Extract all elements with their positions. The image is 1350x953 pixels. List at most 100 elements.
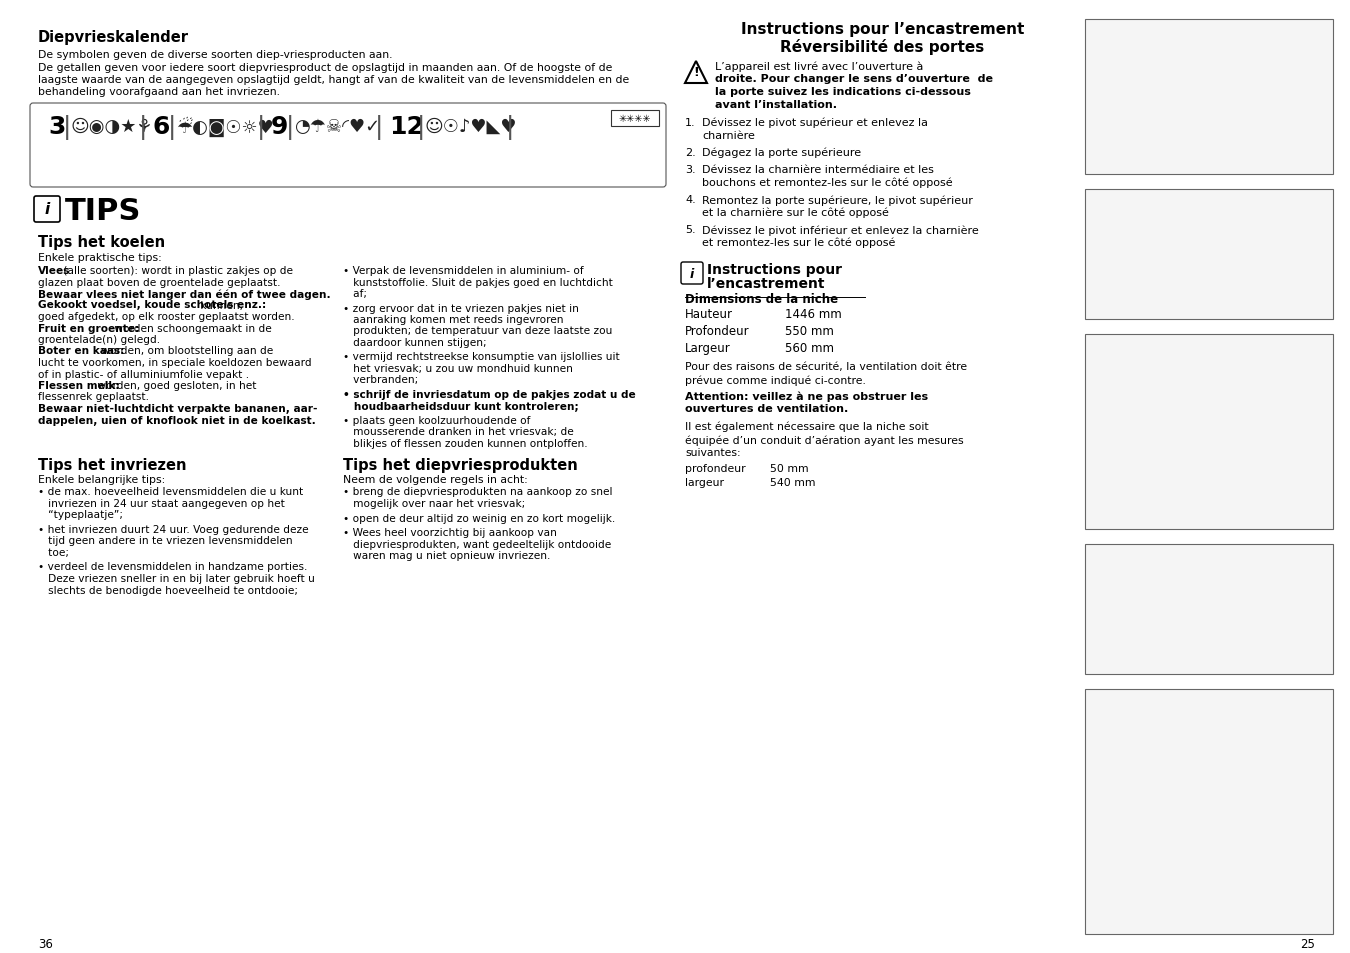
Text: tijd geen andere in te vriezen levensmiddelen: tijd geen andere in te vriezen levensmid… xyxy=(38,536,293,546)
Text: glazen plaat boven de groentelade geplaatst.: glazen plaat boven de groentelade geplaa… xyxy=(38,277,281,287)
Text: “typeplaatje”;: “typeplaatje”; xyxy=(38,510,123,520)
Text: waren mag u niet opnieuw invriezen.: waren mag u niet opnieuw invriezen. xyxy=(343,551,551,560)
Text: Diepvrieskalender: Diepvrieskalender xyxy=(38,30,189,45)
Text: 6: 6 xyxy=(153,115,170,139)
Text: prévue comme indiqué ci-contre.: prévue comme indiqué ci-contre. xyxy=(684,375,865,385)
Text: !: ! xyxy=(693,67,699,79)
Bar xyxy=(1085,335,1332,530)
Text: verbranden;: verbranden; xyxy=(343,375,418,385)
Text: houdbaarheidsduur kunt kontroleren;: houdbaarheidsduur kunt kontroleren; xyxy=(343,401,579,411)
Text: TIPS: TIPS xyxy=(65,196,142,226)
Text: droite. Pour changer le sens d’ouverture  de: droite. Pour changer le sens d’ouverture… xyxy=(716,74,994,84)
Text: |: | xyxy=(506,114,514,139)
Text: 25: 25 xyxy=(1300,937,1315,950)
Text: kunnen,: kunnen, xyxy=(197,300,243,310)
Text: 5.: 5. xyxy=(684,225,695,234)
Text: 3.: 3. xyxy=(684,165,695,174)
Text: 3: 3 xyxy=(49,115,65,139)
Text: Hauteur: Hauteur xyxy=(684,308,733,320)
FancyBboxPatch shape xyxy=(680,263,703,285)
Text: dappelen, uien of knoflook niet in de koelkast.: dappelen, uien of knoflook niet in de ko… xyxy=(38,416,316,425)
Text: • Wees heel voorzichtig bij aankoop van: • Wees heel voorzichtig bij aankoop van xyxy=(343,527,556,537)
Text: 550 mm: 550 mm xyxy=(784,325,834,337)
Text: |: | xyxy=(417,114,425,139)
Text: 2.: 2. xyxy=(684,148,695,158)
Text: lucht te voorkomen, in speciale koeldozen bewaard: lucht te voorkomen, in speciale koeldoze… xyxy=(38,357,312,368)
Text: Dévissez le pivot supérieur et enlevez la: Dévissez le pivot supérieur et enlevez l… xyxy=(702,118,927,129)
Text: 1.: 1. xyxy=(684,118,695,128)
Text: mousserende dranken in het vriesvak; de: mousserende dranken in het vriesvak; de xyxy=(343,427,574,437)
Text: • zorg ervoor dat in te vriezen pakjes niet in: • zorg ervoor dat in te vriezen pakjes n… xyxy=(343,303,579,314)
Text: i: i xyxy=(690,267,694,280)
Bar xyxy=(1085,20,1332,174)
Text: ouvertures de ventilation.: ouvertures de ventilation. xyxy=(684,403,848,414)
Text: mogelijk over naar het vriesvak;: mogelijk over naar het vriesvak; xyxy=(343,498,525,509)
Text: 50 mm: 50 mm xyxy=(769,463,809,474)
FancyBboxPatch shape xyxy=(30,104,666,188)
Text: |: | xyxy=(256,114,266,139)
Text: behandeling voorafgaand aan het invriezen.: behandeling voorafgaand aan het invrieze… xyxy=(38,87,279,97)
Text: daardoor kunnen stijgen;: daardoor kunnen stijgen; xyxy=(343,337,486,348)
Text: De getallen geven voor iedere soort diepvriesproduct de opslagtijd in maanden aa: De getallen geven voor iedere soort diep… xyxy=(38,63,613,73)
Text: Bewaar niet-luchtdicht verpakte bananen, aar-: Bewaar niet-luchtdicht verpakte bananen,… xyxy=(38,403,317,414)
Text: af;: af; xyxy=(343,289,367,298)
Text: 4.: 4. xyxy=(684,194,695,205)
Text: Profondeur: Profondeur xyxy=(684,325,749,337)
Text: suivantes:: suivantes: xyxy=(684,448,741,457)
Text: diepvriesprodukten, want gedeeltelijk ontdooide: diepvriesprodukten, want gedeeltelijk on… xyxy=(343,539,612,549)
Text: |: | xyxy=(167,114,177,139)
Text: Fruit en groente:: Fruit en groente: xyxy=(38,323,139,334)
Text: • schrijf de invriesdatum op de pakjes zodat u de: • schrijf de invriesdatum op de pakjes z… xyxy=(343,390,636,399)
Text: Enkele praktische tips:: Enkele praktische tips: xyxy=(38,253,162,263)
Text: ☔◐◙☉☼♥: ☔◐◙☉☼♥ xyxy=(176,116,274,137)
Text: l’encastrement: l’encastrement xyxy=(707,276,825,291)
Text: • vermijd rechtstreekse konsumptie van ijslollies uit: • vermijd rechtstreekse konsumptie van i… xyxy=(343,352,620,362)
Text: (alle soorten): wordt in plastic zakjes op de: (alle soorten): wordt in plastic zakjes … xyxy=(59,266,293,275)
Text: Pour des raisons de sécurité, la ventilation doit être: Pour des raisons de sécurité, la ventila… xyxy=(684,361,967,372)
Text: Dévissez le pivot inférieur et enlevez la charnière: Dévissez le pivot inférieur et enlevez l… xyxy=(702,225,979,235)
Bar xyxy=(1085,544,1332,675)
Text: groentelade(n) gelegd.: groentelade(n) gelegd. xyxy=(38,335,161,345)
Text: laagste waarde van de aangegeven opslagtijd geldt, hangt af van de kwaliteit van: laagste waarde van de aangegeven opslagt… xyxy=(38,75,629,85)
Text: Dévissez la charnière intermédiaire et les: Dévissez la charnière intermédiaire et l… xyxy=(702,165,934,174)
Text: 12: 12 xyxy=(389,115,424,139)
Text: Instructions pour l’encastrement: Instructions pour l’encastrement xyxy=(741,22,1025,37)
Text: Largeur: Largeur xyxy=(684,341,730,355)
Text: Réversibilité des portes: Réversibilité des portes xyxy=(780,39,984,55)
Text: 36: 36 xyxy=(38,937,53,950)
Text: ☺☉♪♥◣♥: ☺☉♪♥◣♥ xyxy=(425,118,517,136)
FancyBboxPatch shape xyxy=(34,196,59,223)
Bar xyxy=(1085,190,1332,319)
Text: profondeur: profondeur xyxy=(684,463,745,474)
Text: Bewaar vlees niet langer dan één of twee dagen.: Bewaar vlees niet langer dan één of twee… xyxy=(38,289,331,299)
Text: • Verpak de levensmiddelen in aluminium- of: • Verpak de levensmiddelen in aluminium-… xyxy=(343,266,583,275)
Bar xyxy=(1085,689,1332,934)
Text: i: i xyxy=(45,202,50,217)
Text: ✳✳✳✳: ✳✳✳✳ xyxy=(618,113,651,124)
Text: charnière: charnière xyxy=(702,131,755,141)
Text: blikjes of flessen zouden kunnen ontploffen.: blikjes of flessen zouden kunnen ontplof… xyxy=(343,438,587,449)
Text: largeur: largeur xyxy=(684,477,724,488)
Polygon shape xyxy=(684,62,707,84)
Text: • het invriezen duurt 24 uur. Voeg gedurende deze: • het invriezen duurt 24 uur. Voeg gedur… xyxy=(38,524,309,535)
Text: ◔☂☠◜♥✓: ◔☂☠◜♥✓ xyxy=(294,118,381,136)
Text: • plaats geen koolzuurhoudende of: • plaats geen koolzuurhoudende of xyxy=(343,416,531,426)
Text: worden, om blootstelling aan de: worden, om blootstelling aan de xyxy=(99,346,274,356)
Text: • open de deur altijd zo weinig en zo kort mogelijk.: • open de deur altijd zo weinig en zo ko… xyxy=(343,513,616,523)
Text: Tips het diepvriesprodukten: Tips het diepvriesprodukten xyxy=(343,458,578,473)
Text: et la charnière sur le côté opposé: et la charnière sur le côté opposé xyxy=(702,208,888,218)
Text: goed afgedekt, op elk rooster geplaatst worden.: goed afgedekt, op elk rooster geplaatst … xyxy=(38,312,294,322)
Text: Tips het invriezen: Tips het invriezen xyxy=(38,458,186,473)
Text: De symbolen geven de diverse soorten diep-vriesproducten aan.: De symbolen geven de diverse soorten die… xyxy=(38,50,393,60)
Text: worden, goed gesloten, in het: worden, goed gesloten, in het xyxy=(95,380,256,391)
Text: • verdeel de levensmiddelen in handzame porties.: • verdeel de levensmiddelen in handzame … xyxy=(38,562,308,572)
Text: |: | xyxy=(139,114,147,139)
Text: of in plastic- of alluminiumfolie vepakt .: of in plastic- of alluminiumfolie vepakt… xyxy=(38,369,250,379)
Text: 560 mm: 560 mm xyxy=(784,341,834,355)
Text: avant l’installation.: avant l’installation. xyxy=(716,100,837,110)
Text: bouchons et remontez-les sur le côté opposé: bouchons et remontez-les sur le côté opp… xyxy=(702,178,953,189)
Text: Tips het koelen: Tips het koelen xyxy=(38,234,165,250)
Text: Il est également nécessaire que la niche soit: Il est également nécessaire que la niche… xyxy=(684,421,929,432)
Text: |: | xyxy=(63,114,72,139)
Text: Remontez la porte supérieure, le pivot supérieur: Remontez la porte supérieure, le pivot s… xyxy=(702,194,973,205)
